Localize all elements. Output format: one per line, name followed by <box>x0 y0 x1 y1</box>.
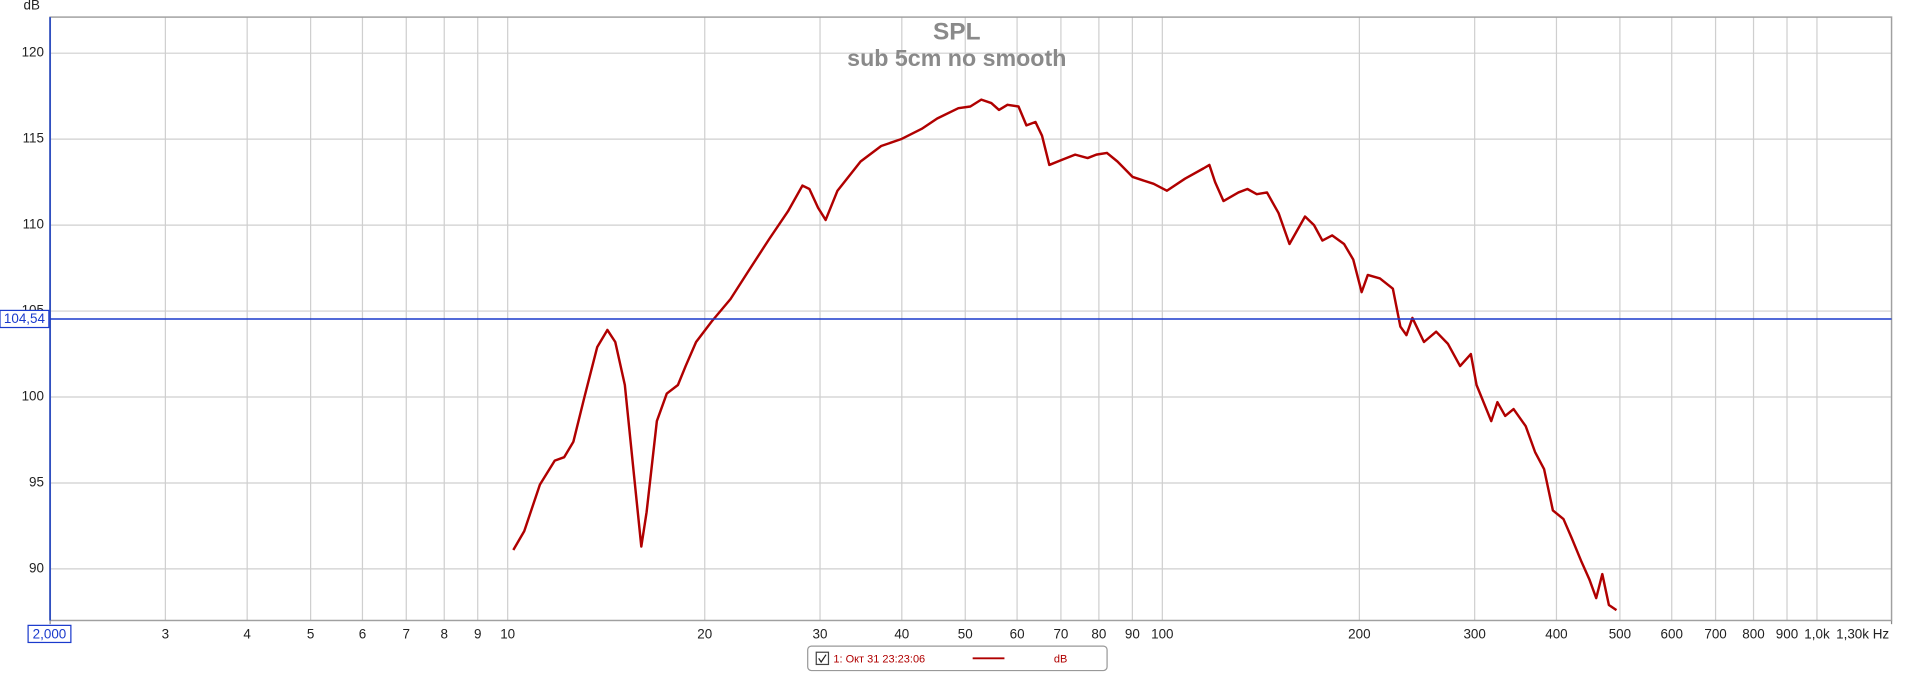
check-mark <box>818 654 827 664</box>
x-tick-label: 9 <box>474 627 481 642</box>
legend: 1: Окт 31 23:23:06 dB <box>807 645 1108 672</box>
y-tick-label: 100 <box>22 389 44 404</box>
x-tick-label: 7 <box>403 627 410 642</box>
x-tick-label: 50 <box>958 627 973 642</box>
x-tick-label: 2,000 <box>33 627 67 642</box>
x-tick-label: 30 <box>813 627 828 642</box>
x-tick-label: 70 <box>1053 627 1068 642</box>
x-tick-label: 300 <box>1463 627 1485 642</box>
x-tick-label: 500 <box>1609 627 1631 642</box>
x-tick-label: 8 <box>441 627 448 642</box>
chart-title: SPL <box>933 18 981 45</box>
legend-box <box>807 645 1108 672</box>
x-tick-label: 40 <box>894 627 909 642</box>
axis-start-box <box>27 624 72 644</box>
y-tick-label: 95 <box>29 475 44 490</box>
x-tick-label: 4 <box>243 627 251 642</box>
x-tick-label: 10 <box>500 627 515 642</box>
x-tick-label: 600 <box>1661 627 1683 642</box>
y-tick-label: 120 <box>22 45 44 60</box>
cursor-box <box>0 309 50 329</box>
y-axis-label: dB <box>24 0 40 13</box>
x-tick-label: 1,0k <box>1804 627 1830 642</box>
x-tick-label: 900 <box>1776 627 1798 642</box>
cursor-label: 104,54 <box>4 311 46 326</box>
y-tick-label: 115 <box>23 131 44 146</box>
x-tick-label: 1,30k Hz <box>1836 627 1889 642</box>
x-tick-label: 80 <box>1091 627 1106 642</box>
x-tick-label: 20 <box>697 627 712 642</box>
series-line <box>512 98 1618 612</box>
y-tick-label: 90 <box>29 560 44 575</box>
x-tick-label: 200 <box>1348 627 1370 642</box>
x-tick-label: 6 <box>359 627 366 642</box>
x-tick-label: 5 <box>307 627 314 642</box>
legend-checkbox[interactable] <box>815 651 830 666</box>
x-tick-label: 3 <box>162 627 169 642</box>
x-tick-label: 60 <box>1010 627 1025 642</box>
x-tick-label: 90 <box>1125 627 1140 642</box>
y-tick-label: 110 <box>23 217 44 232</box>
chart-subtitle: sub 5cm no smooth <box>847 45 1066 71</box>
x-tick-label: 700 <box>1704 627 1726 642</box>
x-tick-label: 800 <box>1742 627 1764 642</box>
x-tick-label: 100 <box>1151 627 1173 642</box>
legend-label: 1: Окт 31 23:23:06 <box>833 653 925 665</box>
x-tick-label: 400 <box>1545 627 1567 642</box>
legend-unit: dB <box>1054 653 1067 665</box>
